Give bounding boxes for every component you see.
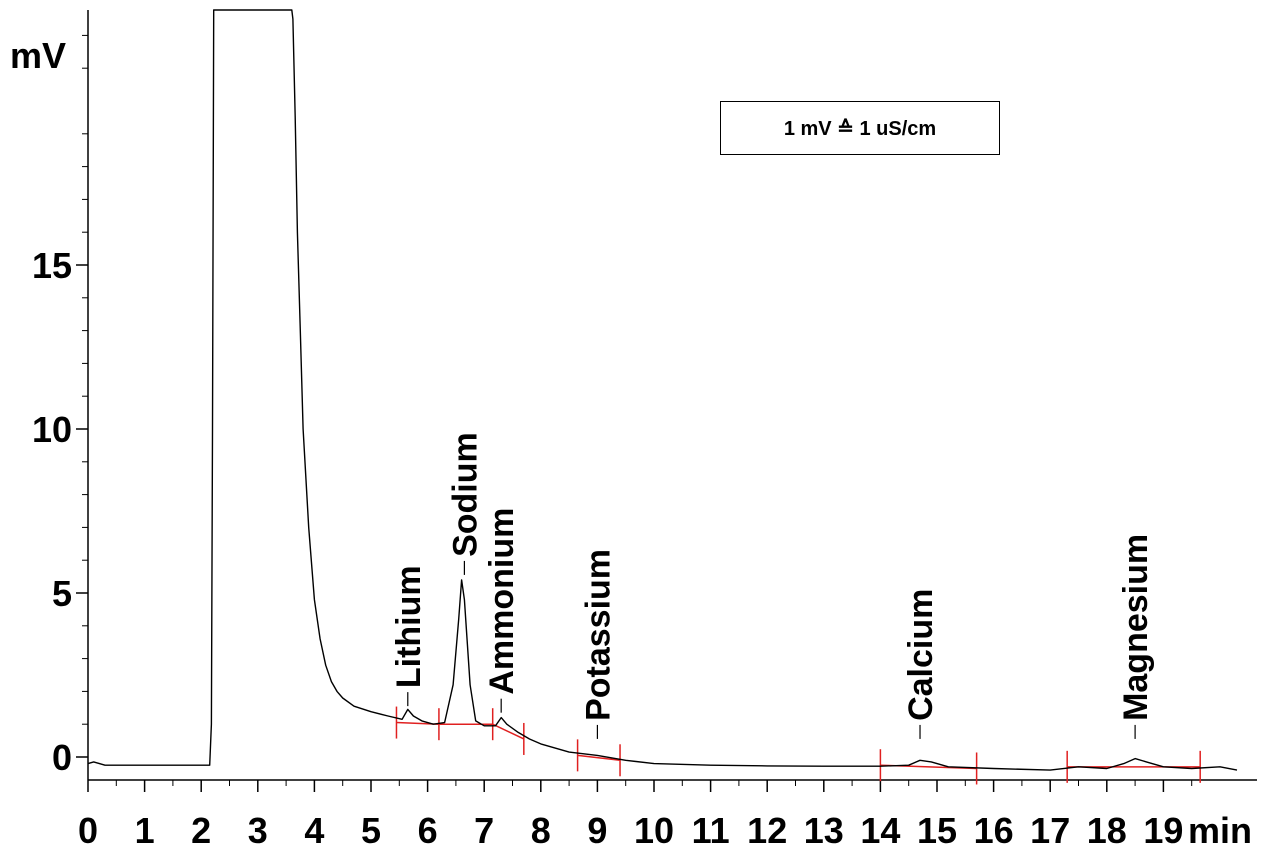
peak-label: Calcium: [902, 589, 940, 721]
x-tick-label: 0: [78, 810, 98, 845]
unit-annotation-text: 1 mV ≙ 1 uS/cm: [783, 117, 937, 140]
unit-annotation-box: 1 mV ≙ 1 uS/cm: [720, 101, 1000, 155]
x-tick-label: 12: [747, 810, 787, 845]
y-tick-label: 5: [52, 573, 72, 614]
x-tick-label: 3: [248, 810, 268, 845]
peak-label: Lithium: [390, 565, 428, 688]
peak-label: Potassium: [579, 549, 617, 721]
y-axis-label: mV: [10, 35, 66, 76]
y-tick-label: 15: [32, 245, 72, 286]
peak-label: Magnesium: [1117, 534, 1155, 721]
x-tick-label: 11: [692, 810, 730, 845]
x-tick-label: 14: [860, 810, 900, 845]
peak-label: Ammonium: [483, 508, 521, 695]
peak-label: Sodium: [446, 432, 484, 557]
x-tick-label: 10: [634, 810, 674, 845]
x-tick-label: 13: [804, 810, 844, 845]
x-tick-label: 19: [1143, 810, 1183, 845]
signal-trace: [87, 9, 1238, 771]
x-tick-label: 4: [304, 810, 324, 845]
x-axis-label: min: [1188, 810, 1252, 845]
x-tick-label: 5: [361, 810, 381, 845]
signal-line: [87, 9, 1238, 771]
x-tick-label: 2: [191, 810, 211, 845]
x-tick-label: 15: [917, 810, 957, 845]
y-tick-label: 0: [52, 737, 72, 778]
x-tick-label: 8: [531, 810, 551, 845]
x-tick-label: 7: [474, 810, 494, 845]
baseline-segment: [577, 754, 621, 762]
x-tick-label: 9: [587, 810, 607, 845]
x-tick-label: 1: [135, 810, 155, 845]
integration-baselines: [395, 706, 1201, 785]
x-tick-label: 17: [1030, 810, 1070, 845]
x-tick-label: 6: [418, 810, 438, 845]
x-tick-label: 18: [1087, 810, 1127, 845]
baseline-segment: [492, 723, 525, 740]
y-tick-label: 10: [32, 409, 72, 450]
x-tick-label: 16: [974, 810, 1014, 845]
